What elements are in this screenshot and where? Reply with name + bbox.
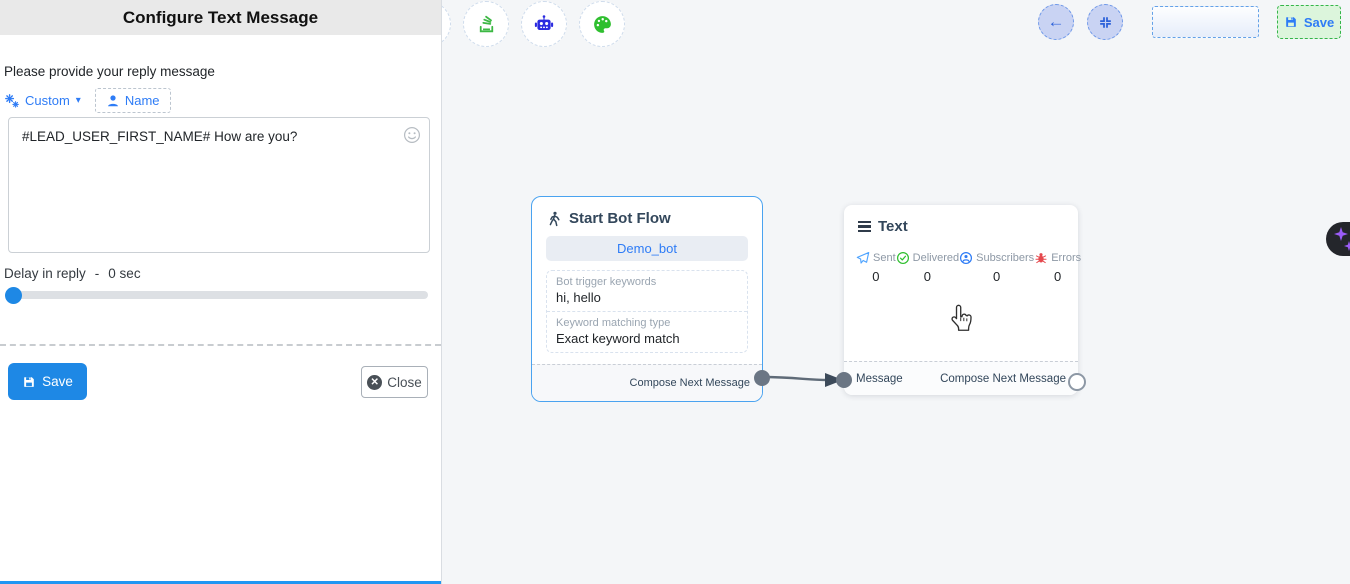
back-button[interactable]: ← [1038, 4, 1074, 40]
start-output-port[interactable] [754, 370, 770, 386]
hamburger-icon [858, 220, 871, 233]
stat-sent: Sent 0 [856, 251, 896, 284]
text-message-node[interactable]: Text Sent 0 Delivered 0 [836, 205, 1086, 395]
text-input-port[interactable] [836, 372, 852, 388]
compress-icon [1099, 16, 1111, 28]
text-node-footer: Message Compose Next Message [844, 361, 1078, 395]
delay-dash: - [94, 266, 100, 281]
bot-name-button[interactable]: Demo_bot [546, 236, 748, 261]
chevron-down-icon: ▾ [75, 95, 81, 106]
emoji-picker-icon[interactable] [403, 126, 421, 144]
reply-message-input[interactable]: #LEAD_USER_FIRST_NAME# How are you? [8, 117, 430, 253]
bug-icon [1035, 253, 1047, 264]
bot-name-label: Demo_bot [617, 241, 677, 256]
delivered-label: Delivered [912, 252, 960, 264]
sparkles-icon [1334, 227, 1350, 251]
start-node-fields: Bot trigger keywords hi, hello Keyword m… [546, 270, 748, 353]
canvas-save-label: Save [1303, 14, 1335, 30]
bot-manager-button[interactable] [521, 1, 567, 47]
sent-value: 0 [872, 269, 880, 284]
start-node-title: Start Bot Flow [569, 210, 671, 227]
trigger-keywords-value: hi, hello [556, 290, 601, 305]
insert-name-button[interactable]: Name [94, 88, 171, 113]
panel-divider [0, 344, 441, 346]
trigger-keywords-field[interactable]: Bot trigger keywords hi, hello [547, 271, 747, 311]
insert-name-label: Name [124, 93, 160, 108]
delay-label: Delay in reply [4, 266, 86, 281]
close-button-label: Close [387, 374, 422, 390]
configure-panel: Configure Text Message Please provide yo… [0, 0, 442, 584]
text-node-title: Text [878, 218, 908, 235]
save-button-label: Save [42, 374, 73, 389]
save-button[interactable]: Save [8, 363, 87, 400]
panel-bottom-accent [0, 581, 441, 584]
text-node-header: Text [844, 205, 1078, 241]
trigger-keywords-label: Bot trigger keywords [556, 276, 657, 288]
delivered-value: 0 [923, 269, 931, 284]
stack-icon [479, 15, 493, 32]
subscribers-value: 0 [993, 269, 1001, 284]
sent-label: Sent [873, 252, 896, 264]
palette-icon [593, 15, 611, 33]
start-bot-flow-node[interactable]: Start Bot Flow Demo_bot Bot trigger keyw… [531, 196, 770, 402]
delay-slider-handle[interactable] [5, 286, 22, 304]
check-circle-icon [896, 251, 909, 265]
start-node-header: Start Bot Flow [532, 197, 762, 233]
delay-slider[interactable] [5, 286, 428, 304]
start-node-footer: Compose Next Message [532, 364, 762, 401]
stat-errors: Errors 0 [1034, 251, 1081, 284]
text-output-port[interactable] [1068, 373, 1086, 391]
text-node-stats: Sent 0 Delivered 0 Subscribers [844, 251, 1081, 284]
robot-icon [534, 15, 554, 31]
merge-field-row: Custom ▾ Name [4, 87, 171, 114]
subscriber-icon [960, 251, 973, 265]
panel-header: Configure Text Message [0, 0, 441, 35]
close-button[interactable]: ✕ Close [361, 366, 428, 398]
delay-label-row: Delay in reply - 0 sec [4, 266, 141, 281]
panel-title: Configure Text Message [122, 7, 319, 27]
errors-value: 0 [1054, 269, 1062, 284]
stat-subscribers: Subscribers 0 [959, 251, 1034, 284]
start-output-label: Compose Next Message [629, 377, 750, 389]
flow-title-field[interactable] [1152, 6, 1259, 38]
reply-message-value: #LEAD_USER_FIRST_NAME# How are you? [22, 129, 298, 144]
gears-icon [5, 93, 19, 108]
matching-type-value: Exact keyword match [556, 331, 680, 346]
flows-stack-button[interactable] [463, 1, 509, 47]
walking-person-icon [549, 211, 560, 226]
matching-type-label: Keyword matching type [556, 317, 671, 329]
errors-label: Errors [1051, 252, 1082, 264]
floppy-icon [1286, 17, 1296, 27]
person-icon [107, 94, 118, 106]
stat-delivered: Delivered 0 [896, 251, 959, 284]
message-input-label: Message [856, 372, 903, 385]
matching-type-field[interactable]: Keyword matching type Exact keyword matc… [547, 311, 747, 352]
fit-view-button[interactable] [1087, 4, 1123, 40]
back-arrow-icon: ← [1047, 12, 1065, 31]
theme-palette-button[interactable] [579, 1, 625, 47]
delay-value: 0 sec [108, 266, 141, 281]
text-output-label: Compose Next Message [940, 372, 1066, 385]
close-icon: ✕ [367, 374, 383, 390]
paper-plane-icon [856, 252, 870, 264]
custom-dropdown[interactable]: Custom ▾ [4, 93, 81, 109]
reply-prompt-label: Please provide your reply message [4, 64, 215, 79]
canvas-save-button[interactable]: Save [1277, 5, 1341, 39]
subscribers-label: Subscribers [976, 252, 1035, 264]
floppy-icon [24, 376, 34, 387]
ai-assistant-button[interactable] [1326, 222, 1350, 256]
custom-dropdown-label: Custom [25, 93, 70, 108]
